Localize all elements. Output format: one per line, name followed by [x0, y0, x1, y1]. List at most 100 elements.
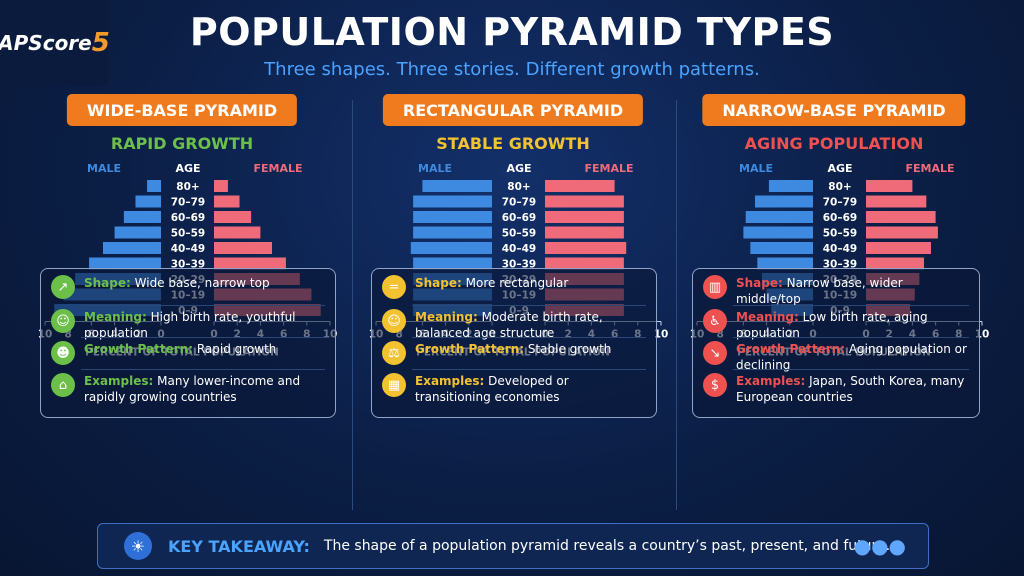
info-text: Meaning: High birth rate, youthful popul…	[84, 309, 327, 341]
info-value: Japan, South Korea, many European countr…	[736, 374, 965, 404]
female-header: FEMALE	[253, 162, 302, 175]
age-header: AGE	[506, 162, 531, 175]
info-label: Shape:	[84, 276, 131, 290]
male-bar	[89, 257, 161, 270]
male-bar	[413, 257, 492, 270]
page-subtitle: Three shapes. Three stories. Different g…	[264, 59, 760, 80]
male-bar	[147, 180, 161, 192]
female-bar	[545, 226, 624, 239]
male-header: MALE	[87, 162, 121, 175]
chart-up-icon: ↗	[51, 275, 75, 299]
age-label: 30–39	[502, 259, 536, 271]
age-label: 50–59	[823, 228, 857, 240]
bar-chart-icon: ▥	[703, 275, 727, 299]
female-bar	[545, 180, 615, 192]
info-text: Growth Pattern: Rapid growth	[84, 341, 276, 357]
info-box-narrow-base: ▥ Shape: Narrow base, wider middle/top ♿ Me…	[692, 268, 980, 418]
info-text: Examples: Many lower-income and rapidly …	[84, 373, 327, 405]
female-bar	[214, 226, 261, 239]
female-bar	[866, 195, 927, 208]
info-value: Wide base, narrow top	[130, 276, 270, 290]
info-text: Examples: Developed or transitioning eco…	[415, 373, 648, 405]
info-row: $ Examples: Japan, South Korea, many Euro…	[703, 373, 971, 405]
info-box-wide-base: ↗ Shape: Wide base, narrow top ☺ Meaning: H…	[40, 268, 336, 418]
info-label: Examples:	[415, 374, 485, 388]
female-bar	[214, 180, 228, 192]
male-bar	[755, 195, 813, 208]
age-label: 80+	[828, 181, 851, 193]
male-bar	[757, 257, 813, 270]
lightbulb-icon: ☀	[124, 532, 152, 560]
house-icon: ⌂	[51, 373, 75, 397]
info-text: Growth Pattern: Stable growth	[415, 341, 611, 357]
equals-icon: =	[382, 275, 406, 299]
info-row: = Shape: More rectangular	[382, 275, 648, 299]
female-bar	[545, 195, 624, 208]
row-separator	[412, 305, 646, 306]
panel-growth-label: AGING POPULATION	[744, 134, 924, 153]
female-bar	[214, 195, 240, 208]
info-text: Shape: Wide base, narrow top	[84, 275, 270, 291]
info-value: Narrow base, wider middle/top	[736, 276, 903, 306]
logo-text: APScore	[0, 31, 92, 55]
info-text: Shape: Narrow base, wider middle/top	[736, 275, 971, 307]
info-row: ☺ Meaning: Moderate birth rate, balanced …	[382, 309, 648, 341]
family-icon: ☺	[382, 309, 406, 333]
info-text: Examples: Japan, South Korea, many Europ…	[736, 373, 971, 405]
people-group-icon: ●●●	[853, 534, 906, 558]
female-bar	[866, 257, 924, 270]
female-bar	[214, 257, 286, 270]
male-bar	[413, 195, 492, 208]
male-bar	[745, 211, 813, 223]
male-bar	[135, 195, 161, 208]
panel-banner: NARROW-BASE PYRAMID	[702, 94, 966, 126]
male-bar	[103, 242, 161, 254]
info-value: Many lower-income and rapidly growing co…	[84, 374, 301, 404]
male-bar	[114, 226, 161, 239]
male-bar	[768, 180, 813, 192]
age-label: 70–79	[823, 197, 857, 209]
key-takeaway-box: ☀ KEY TAKEAWAY: The shape of a populatio…	[97, 523, 929, 569]
row-separator	[81, 305, 325, 306]
info-label: Meaning:	[84, 310, 147, 324]
male-bar	[743, 226, 813, 239]
age-label: 40–49	[502, 243, 536, 255]
age-label: 80+	[507, 181, 530, 193]
info-row: ⌂ Examples: Many lower-income and rapidly…	[51, 373, 327, 405]
info-label: Meaning:	[736, 310, 799, 324]
female-bar	[545, 242, 627, 254]
row-separator	[412, 369, 646, 370]
female-bar	[866, 242, 931, 254]
female-header: FEMALE	[905, 162, 954, 175]
age-label: 50–59	[502, 228, 536, 240]
info-label: Examples:	[736, 374, 806, 388]
info-value: Low birth rate, aging population	[736, 310, 928, 340]
row-separator	[733, 369, 969, 370]
female-bar	[545, 211, 624, 223]
female-bar	[866, 180, 913, 192]
panel-growth-label: RAPID GROWTH	[110, 134, 254, 153]
info-text: Shape: More rectangular	[415, 275, 568, 291]
info-label: Shape:	[736, 276, 783, 290]
info-text: Meaning: Low birth rate, aging populatio…	[736, 309, 971, 341]
male-bar	[123, 211, 161, 223]
age-label: 30–39	[171, 259, 205, 271]
age-label: 70–79	[502, 197, 536, 209]
male-header: MALE	[739, 162, 773, 175]
elderly-icon: ♿	[703, 309, 727, 333]
info-value: Moderate birth rate, balanced age struct…	[415, 310, 603, 340]
male-bar	[410, 242, 492, 254]
takeaway-label: KEY TAKEAWAY:	[168, 536, 310, 556]
row-separator	[733, 305, 969, 306]
row-separator	[412, 337, 646, 338]
age-label: 80+	[176, 181, 199, 193]
info-row: ☻ Growth Pattern: Rapid growth	[51, 341, 327, 365]
panel-growth-label: STABLE GROWTH	[436, 134, 590, 153]
male-bar	[413, 211, 492, 223]
female-bar	[214, 242, 272, 254]
info-label: Growth Pattern:	[415, 342, 524, 356]
info-value: Developed or transitioning economies	[415, 374, 569, 404]
page-title: POPULATION PYRAMID TYPES	[189, 10, 835, 54]
male-bar	[750, 242, 813, 254]
logo-number: 5	[91, 28, 110, 58]
